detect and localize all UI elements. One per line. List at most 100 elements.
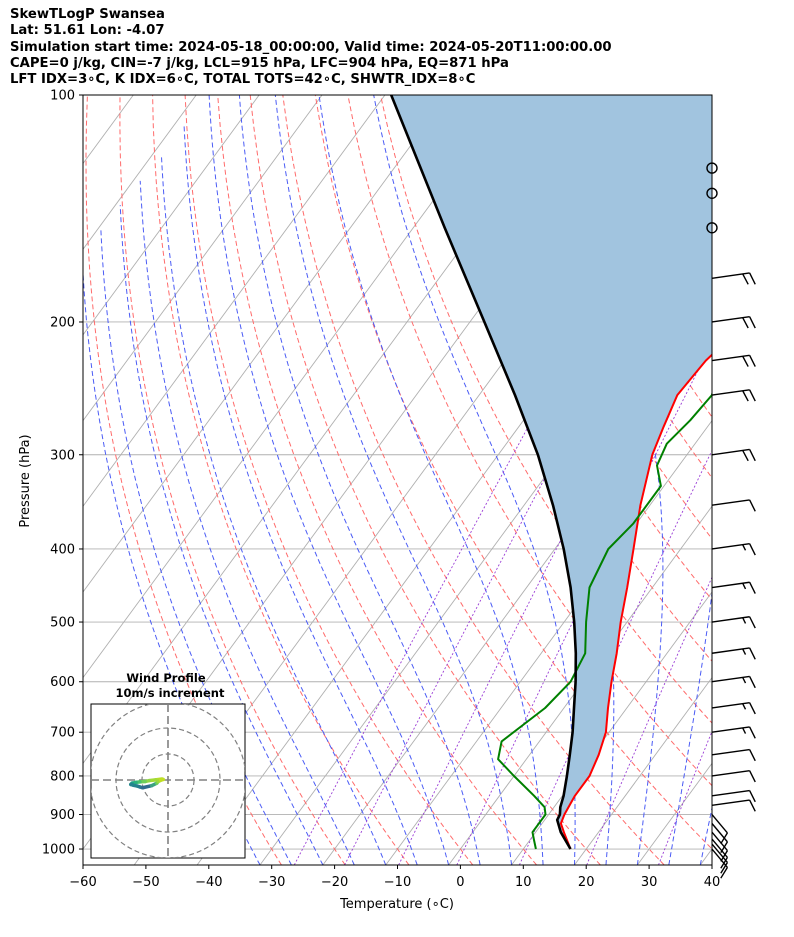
wind-barb <box>711 389 756 402</box>
moist-adiabat <box>83 264 261 865</box>
mixing-ratio-line <box>658 730 712 865</box>
barb-flag <box>749 581 756 594</box>
moist-adiabat <box>274 95 513 865</box>
x-tick-label: −50 <box>132 875 159 890</box>
barb-flag <box>749 354 756 367</box>
dry-adiabat <box>249 95 601 865</box>
wind-barb <box>711 726 756 739</box>
y-tick-label: 100 <box>50 89 75 104</box>
wind-profile-inset: Wind Profile 10m/s increment <box>90 671 246 859</box>
wind-barb <box>711 647 756 660</box>
header-line-times: Simulation start time: 2024-05-18_00:00:… <box>10 39 612 55</box>
barb-flag <box>749 676 756 689</box>
barb-flag <box>720 832 729 845</box>
barb-flag <box>742 355 749 367</box>
barb-half-flag <box>742 544 747 551</box>
isotherm <box>259 248 712 865</box>
x-tick-label: 40 <box>704 875 721 890</box>
isotherm <box>511 591 712 865</box>
y-tick-label: 800 <box>50 769 75 784</box>
moist-adiabat <box>318 95 544 865</box>
wind-barb <box>711 769 756 783</box>
moist-adiabat <box>160 154 387 865</box>
barb-flag <box>749 647 756 660</box>
calm-wind-marker <box>706 162 718 174</box>
barb-flag <box>720 867 729 879</box>
inset-title: Wind Profile <box>126 671 206 685</box>
isotherm <box>83 95 449 593</box>
barb-flag <box>720 862 729 874</box>
dry-adiabat <box>282 95 665 865</box>
barb-flag <box>749 272 756 285</box>
wind-barb <box>711 789 756 803</box>
barb-half-flag <box>742 727 747 734</box>
wind-barb <box>711 272 756 285</box>
wind-barb <box>711 799 756 812</box>
y-tick-label: 700 <box>50 726 75 741</box>
hodograph <box>91 704 245 858</box>
barb-flag <box>749 616 756 629</box>
dry-adiabat <box>542 95 712 418</box>
x-tick-label: −40 <box>195 875 222 890</box>
barb-flag <box>749 316 756 329</box>
dewpoint-line <box>497 390 712 850</box>
isotherm <box>83 95 386 508</box>
calm-wind-marker <box>706 187 718 199</box>
barb-flag <box>749 749 756 762</box>
isotherm <box>574 676 712 865</box>
y-tick-label: 600 <box>50 675 75 690</box>
moist-adiabat <box>373 95 576 865</box>
wind-barb <box>711 616 756 629</box>
isotherm <box>448 505 712 865</box>
y-tick-label: 300 <box>50 448 75 463</box>
wind-barb <box>711 748 756 762</box>
x-tick-label: 20 <box>578 875 595 890</box>
barb-flag <box>749 543 756 556</box>
barb-flag <box>749 790 756 803</box>
wind-barb <box>711 581 756 594</box>
dry-adiabat <box>771 95 794 865</box>
x-tick-label: −60 <box>69 875 96 890</box>
wind-barb <box>711 848 729 879</box>
wind-barb <box>711 316 756 329</box>
barb-flag <box>742 390 749 402</box>
hodograph-trace <box>158 777 166 782</box>
x-tick-label: 10 <box>515 875 532 890</box>
moist-adiabat <box>119 205 324 865</box>
barb-staff <box>711 769 750 777</box>
moist-adiabat <box>183 126 418 865</box>
y-axis-label: Pressure (hPa) <box>18 434 33 527</box>
barb-staff <box>711 848 728 868</box>
x-tick-label: 0 <box>456 875 464 890</box>
dry-adiabat <box>119 95 346 865</box>
isotherm <box>0 95 8 865</box>
barb-staff <box>711 843 728 863</box>
x-tick-label: −30 <box>258 875 285 890</box>
wind-barb <box>711 814 729 845</box>
barb-half-flag <box>742 648 747 655</box>
moist-adiabat <box>238 95 481 865</box>
x-tick-label: −10 <box>384 875 411 890</box>
header-line-station: SkewTLogP Swansea <box>10 7 165 22</box>
barb-staff <box>711 499 750 506</box>
wind-barb <box>711 823 729 854</box>
barb-flag <box>720 857 729 869</box>
isotherm <box>83 95 512 679</box>
calm-wind-marker <box>706 222 718 234</box>
barb-flag <box>749 499 756 512</box>
dry-adiabat <box>152 95 410 865</box>
isotherm <box>83 95 260 336</box>
parcel-line <box>389 95 578 850</box>
barb-staff <box>711 799 750 806</box>
barb-flag <box>749 449 756 462</box>
wind-barb <box>711 843 729 874</box>
isotherm <box>763 95 794 865</box>
header-line-indices: LFT IDX=3∘C, K IDX=6∘C, TOTAL TOTS=42∘C,… <box>10 72 476 88</box>
inset-subtitle: 10m/s increment <box>116 686 225 700</box>
y-tick-label: 400 <box>50 542 75 557</box>
moist-adiabat <box>100 227 292 865</box>
barb-flag <box>742 317 749 329</box>
header-line-cape: CAPE=0 j/kg, CIN=-7 j/kg, LCL=915 hPa, L… <box>10 55 509 71</box>
